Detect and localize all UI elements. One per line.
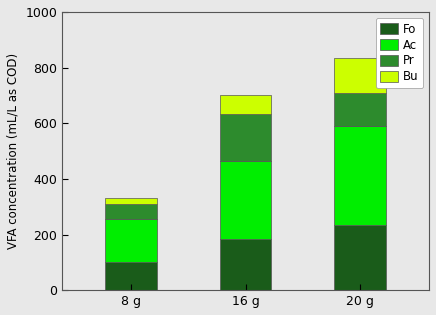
- Bar: [334, 58, 386, 93]
- Bar: [105, 204, 157, 219]
- Bar: [334, 225, 386, 290]
- Bar: [334, 126, 386, 225]
- Legend: Fo, Ac, Pr, Bu: Fo, Ac, Pr, Bu: [376, 18, 423, 88]
- Bar: [105, 262, 157, 290]
- Bar: [105, 219, 157, 262]
- Bar: [220, 95, 272, 113]
- Bar: [220, 161, 272, 239]
- Bar: [220, 113, 272, 161]
- Y-axis label: VFA concentration (mL/L as COD): VFA concentration (mL/L as COD): [7, 53, 20, 249]
- Bar: [220, 239, 272, 290]
- Bar: [105, 198, 157, 204]
- Bar: [334, 93, 386, 126]
